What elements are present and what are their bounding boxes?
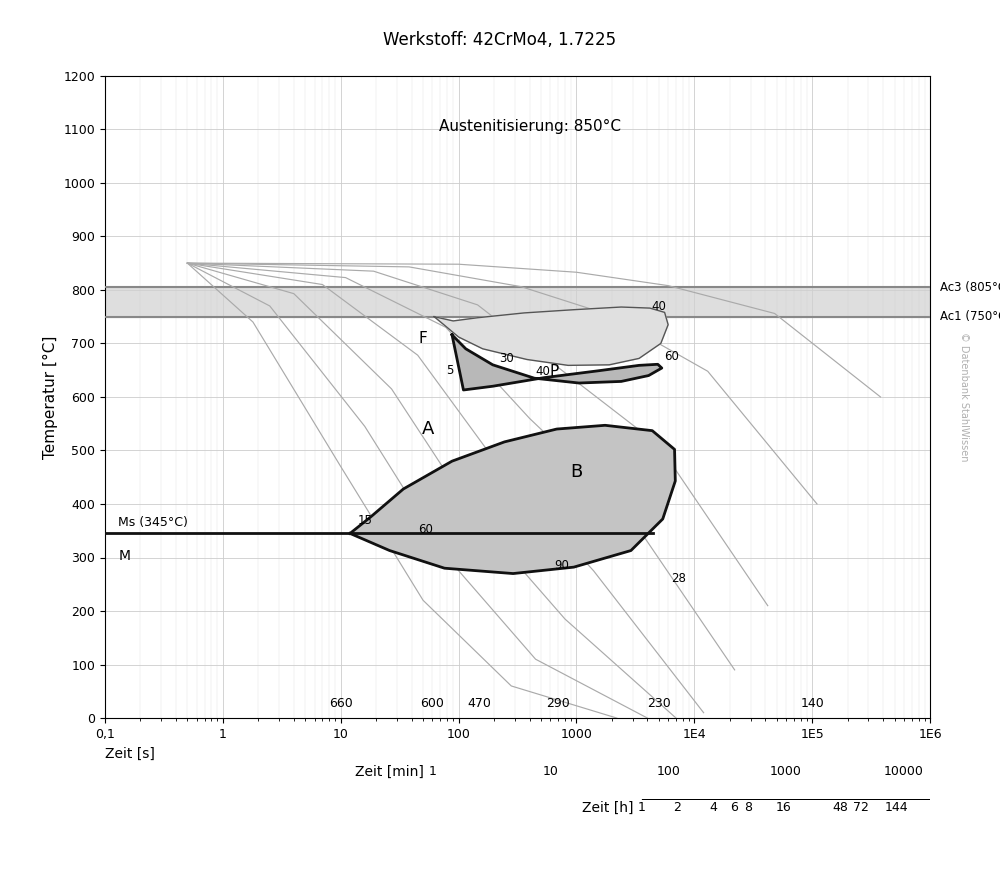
Text: 40: 40 — [651, 300, 666, 313]
Text: 100: 100 — [656, 764, 680, 778]
Text: A: A — [422, 420, 434, 438]
Text: Zeit [s]: Zeit [s] — [105, 747, 155, 761]
Text: 1000: 1000 — [770, 764, 802, 778]
Text: 72: 72 — [853, 801, 869, 814]
Text: Ms (345°C): Ms (345°C) — [118, 516, 188, 529]
Polygon shape — [434, 307, 668, 366]
Text: Austenitisierung: 850°C: Austenitisierung: 850°C — [439, 120, 621, 134]
Text: 144: 144 — [885, 801, 908, 814]
Text: 60: 60 — [418, 523, 433, 536]
Text: 16: 16 — [776, 801, 792, 814]
Text: 4: 4 — [709, 801, 717, 814]
Text: 60: 60 — [665, 350, 679, 363]
Text: 48: 48 — [832, 801, 848, 814]
Text: 30: 30 — [499, 351, 514, 365]
Text: 1: 1 — [428, 764, 436, 778]
Text: Ac1 (750°C): Ac1 (750°C) — [940, 310, 1000, 323]
Text: 10: 10 — [542, 764, 558, 778]
Text: Zeit [h]: Zeit [h] — [582, 801, 634, 814]
Text: 28: 28 — [671, 573, 686, 585]
Text: 290: 290 — [546, 697, 570, 710]
Text: M: M — [118, 549, 130, 564]
Text: 140: 140 — [800, 697, 824, 710]
Text: 6: 6 — [730, 801, 738, 814]
Polygon shape — [350, 425, 675, 574]
Text: B: B — [570, 463, 583, 481]
Text: Zeit [min]: Zeit [min] — [355, 764, 424, 779]
Text: 40: 40 — [536, 365, 550, 377]
Text: 90: 90 — [554, 559, 569, 573]
Text: 1: 1 — [638, 801, 646, 814]
Text: 8: 8 — [744, 801, 752, 814]
Text: Werkstoff: 42CrMo4, 1.7225: Werkstoff: 42CrMo4, 1.7225 — [383, 31, 617, 49]
Text: 15: 15 — [358, 514, 373, 527]
Text: 2: 2 — [674, 801, 681, 814]
Text: 600: 600 — [420, 697, 444, 710]
Text: 10000: 10000 — [884, 764, 924, 778]
Text: 660: 660 — [329, 697, 353, 710]
Bar — [105, 287, 930, 317]
Text: 470: 470 — [467, 697, 491, 710]
Text: 5: 5 — [446, 364, 453, 377]
Text: P: P — [550, 364, 559, 379]
Text: F: F — [419, 331, 427, 345]
Text: Ac3 (805°C): Ac3 (805°C) — [940, 281, 1000, 293]
Text: © Datenbank StahlWissen: © Datenbank StahlWissen — [959, 332, 969, 462]
Polygon shape — [452, 334, 662, 390]
Text: 230: 230 — [647, 697, 671, 710]
Y-axis label: Temperatur [°C]: Temperatur [°C] — [43, 335, 58, 458]
